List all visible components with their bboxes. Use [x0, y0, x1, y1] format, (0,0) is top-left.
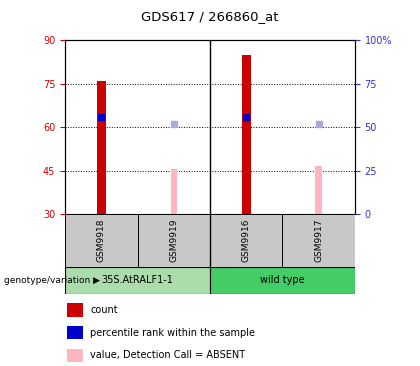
Text: GSM9918: GSM9918	[97, 219, 106, 262]
Text: GSM9917: GSM9917	[314, 219, 323, 262]
Bar	[97, 81, 106, 214]
Text: genotype/variation ▶: genotype/variation ▶	[4, 276, 100, 285]
Text: count: count	[90, 305, 118, 315]
Bar	[282, 214, 355, 267]
Bar	[65, 267, 210, 294]
Bar	[65, 214, 138, 267]
Text: GSM9919: GSM9919	[169, 219, 178, 262]
Text: 35S.AtRALF1-1: 35S.AtRALF1-1	[102, 275, 173, 285]
Text: value, Detection Call = ABSENT: value, Detection Call = ABSENT	[90, 350, 245, 361]
Bar	[138, 214, 210, 267]
Text: wild type: wild type	[260, 275, 305, 285]
Bar	[210, 267, 355, 294]
Bar	[241, 55, 251, 214]
Text: GSM9916: GSM9916	[242, 219, 251, 262]
Bar	[171, 169, 177, 214]
Bar	[210, 214, 282, 267]
Text: percentile rank within the sample: percentile rank within the sample	[90, 328, 255, 338]
Bar	[315, 166, 322, 214]
Text: GDS617 / 266860_at: GDS617 / 266860_at	[141, 10, 279, 23]
